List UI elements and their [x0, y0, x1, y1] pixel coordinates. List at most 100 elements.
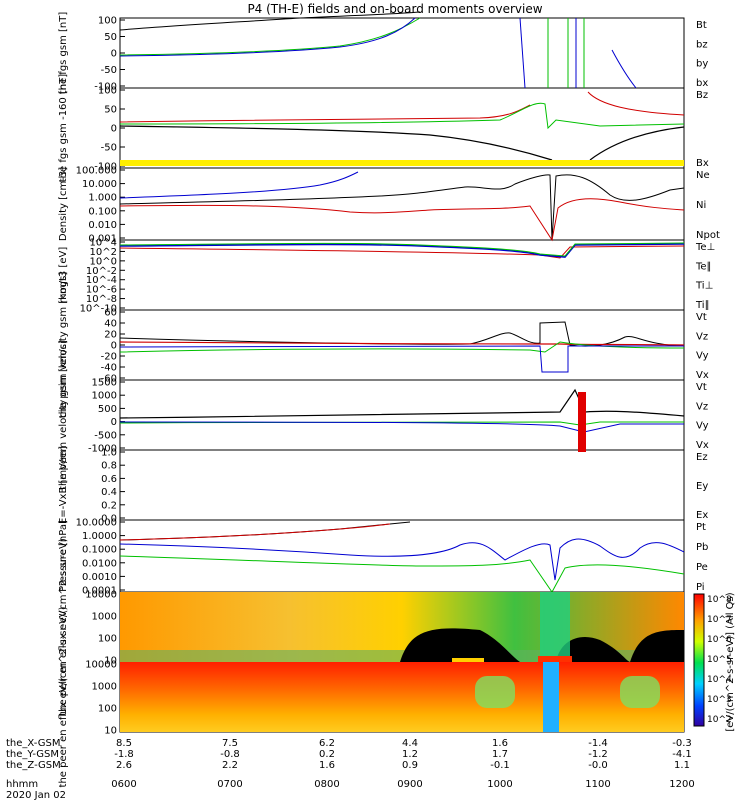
legend-Bz: Bz [696, 90, 708, 101]
panel-frame [119, 167, 685, 241]
electron-green-patch-2 [620, 676, 660, 708]
ytick-label: 0.0001 [82, 586, 117, 597]
panel-1: 100 50 0 -50 -100 the fgs gsm [nT] Bt bz by bx [58, 12, 708, 95]
electron-cold-column [543, 662, 559, 732]
trace-bx [119, 17, 416, 57]
ytick-label: 0 [111, 341, 117, 352]
legend-by: by [696, 59, 708, 70]
legend-Vx: Vx [696, 370, 709, 381]
legend-Vx: Vx [696, 440, 709, 451]
panel-frame [119, 449, 685, 521]
legend-Ey: Ey [696, 481, 708, 492]
legend-Npot: Npot [696, 230, 720, 241]
electron-spectrogram-background [120, 662, 684, 732]
legend-bz: bz [696, 39, 708, 50]
ytick-label: 10 [104, 726, 117, 737]
row-value: -0.3 [672, 738, 692, 749]
trace-ti-par [119, 242, 685, 257]
trace-pb [119, 523, 391, 541]
trace-black-right [589, 126, 685, 161]
ytick-label: 0 [111, 124, 117, 135]
panel-6-traces [119, 388, 685, 452]
ytick-label: 0.0100 [82, 558, 117, 569]
ylabel: E=-VxB [mV/m] [58, 446, 69, 524]
legend-Vt: Vt [696, 312, 707, 323]
trace-ne [119, 198, 685, 242]
trace-bx-tail [611, 49, 637, 89]
ytick-label: -100 [94, 82, 117, 93]
row-value: 8.5 [116, 738, 132, 749]
panel-4-traces [119, 242, 685, 259]
ytick-label: 10.0000 [76, 518, 117, 529]
row-value: -0.0 [588, 760, 608, 771]
ytick-label: 1.000 [88, 193, 117, 204]
row-value: 0.9 [402, 760, 418, 771]
trace-red-bz [119, 104, 531, 123]
row-value: -1.4 [588, 738, 608, 749]
ytick-label: -40 [101, 363, 117, 374]
legend-Ez: Ez [696, 452, 708, 463]
legend-Ex: Ex [696, 510, 708, 521]
ytick-label: 100.000 [76, 166, 117, 177]
ytick-label: -20 [101, 352, 117, 363]
ion-dropout-3 [630, 630, 684, 662]
legend-Vz: Vz [696, 331, 708, 342]
trace-red-right [587, 91, 685, 116]
trace-black-bx [119, 125, 553, 161]
ytick-label: 10^4 [90, 238, 117, 249]
ylabel: the peem velocity gsm [km/s] [58, 340, 69, 490]
ion-marker-red [538, 656, 572, 662]
legend-Ni: Ni [696, 200, 706, 211]
ytick-label: -60 [101, 374, 117, 385]
ytick-label: -50 [101, 143, 117, 154]
trace-by [119, 17, 421, 56]
legend-Bx: Bx [696, 158, 709, 169]
row-value: 7.5 [222, 738, 238, 749]
row-value: 2.6 [116, 760, 132, 771]
ytick-label: 500 [98, 404, 117, 415]
ytick-label: 0.1000 [82, 545, 117, 556]
ylabel: Pressure [nPa] [58, 520, 69, 592]
row-value: 1.1 [674, 760, 690, 771]
ytick-label: 0 [111, 49, 117, 60]
ytick-label: 1000 [92, 682, 117, 693]
trace-pe [119, 555, 685, 593]
trace-te-perp [119, 245, 685, 259]
trace-peem-vz-burst [578, 392, 586, 452]
legend-Pi: Pi [696, 582, 705, 593]
legend-Vt: Vt [696, 382, 707, 393]
time-tick: 1100 [585, 779, 610, 790]
x-axis-table: the_X-GSM 8.5 7.5 6.2 4.4 1.6 -1.4 -0.3 the_Y-GS… [6, 738, 695, 790]
ytick-label: 10000 [85, 660, 117, 671]
legend-bx: bx [696, 78, 708, 89]
time-tick: 0700 [217, 779, 242, 790]
colorbar-label: [eV/(cm^2-s-sr-eV)] (All Qs) [725, 592, 736, 731]
ytick-label: 10000 [85, 590, 117, 601]
trace-spike-1 [519, 17, 526, 89]
ytick-label: 10 [104, 656, 117, 667]
ion-dropout-2 [556, 636, 630, 662]
colorbar: 10^8 10^7 10^6 10^5 10^4 10^3 10^2 [eV/(cm^2-s… [693, 592, 736, 732]
colorbar-scale [693, 593, 705, 727]
ytick-label: 10^-6 [86, 285, 117, 296]
row-value: 1.6 [319, 760, 335, 771]
ylabel: mogt3 [eV] [58, 247, 69, 304]
row-label-the_Y-GSM: the_Y-GSM [6, 749, 59, 760]
legend-Pe: Pe [696, 562, 708, 573]
row-value: -0.1 [490, 760, 510, 771]
ylabel: the peer en eflux eV/(cm^2-s-sr-eV) [58, 606, 69, 787]
panel-8-traces [119, 521, 685, 593]
trace-npot [119, 171, 359, 199]
ytick-label: 0 [111, 417, 117, 428]
ytick-label: 10^0 [90, 256, 117, 267]
electron-green-patch-1 [475, 676, 515, 708]
ytick-label: 10^-8 [86, 294, 117, 305]
row-value: 1.7 [492, 749, 508, 760]
ytick-label: 100 [98, 704, 117, 715]
ytick-label: 0.6 [101, 474, 117, 485]
legend-Ne: Ne [696, 170, 710, 181]
ytick-label: 10^-10 [80, 304, 117, 315]
time-tick: 1000 [487, 779, 512, 790]
legend-Bt: Bt [696, 20, 707, 31]
